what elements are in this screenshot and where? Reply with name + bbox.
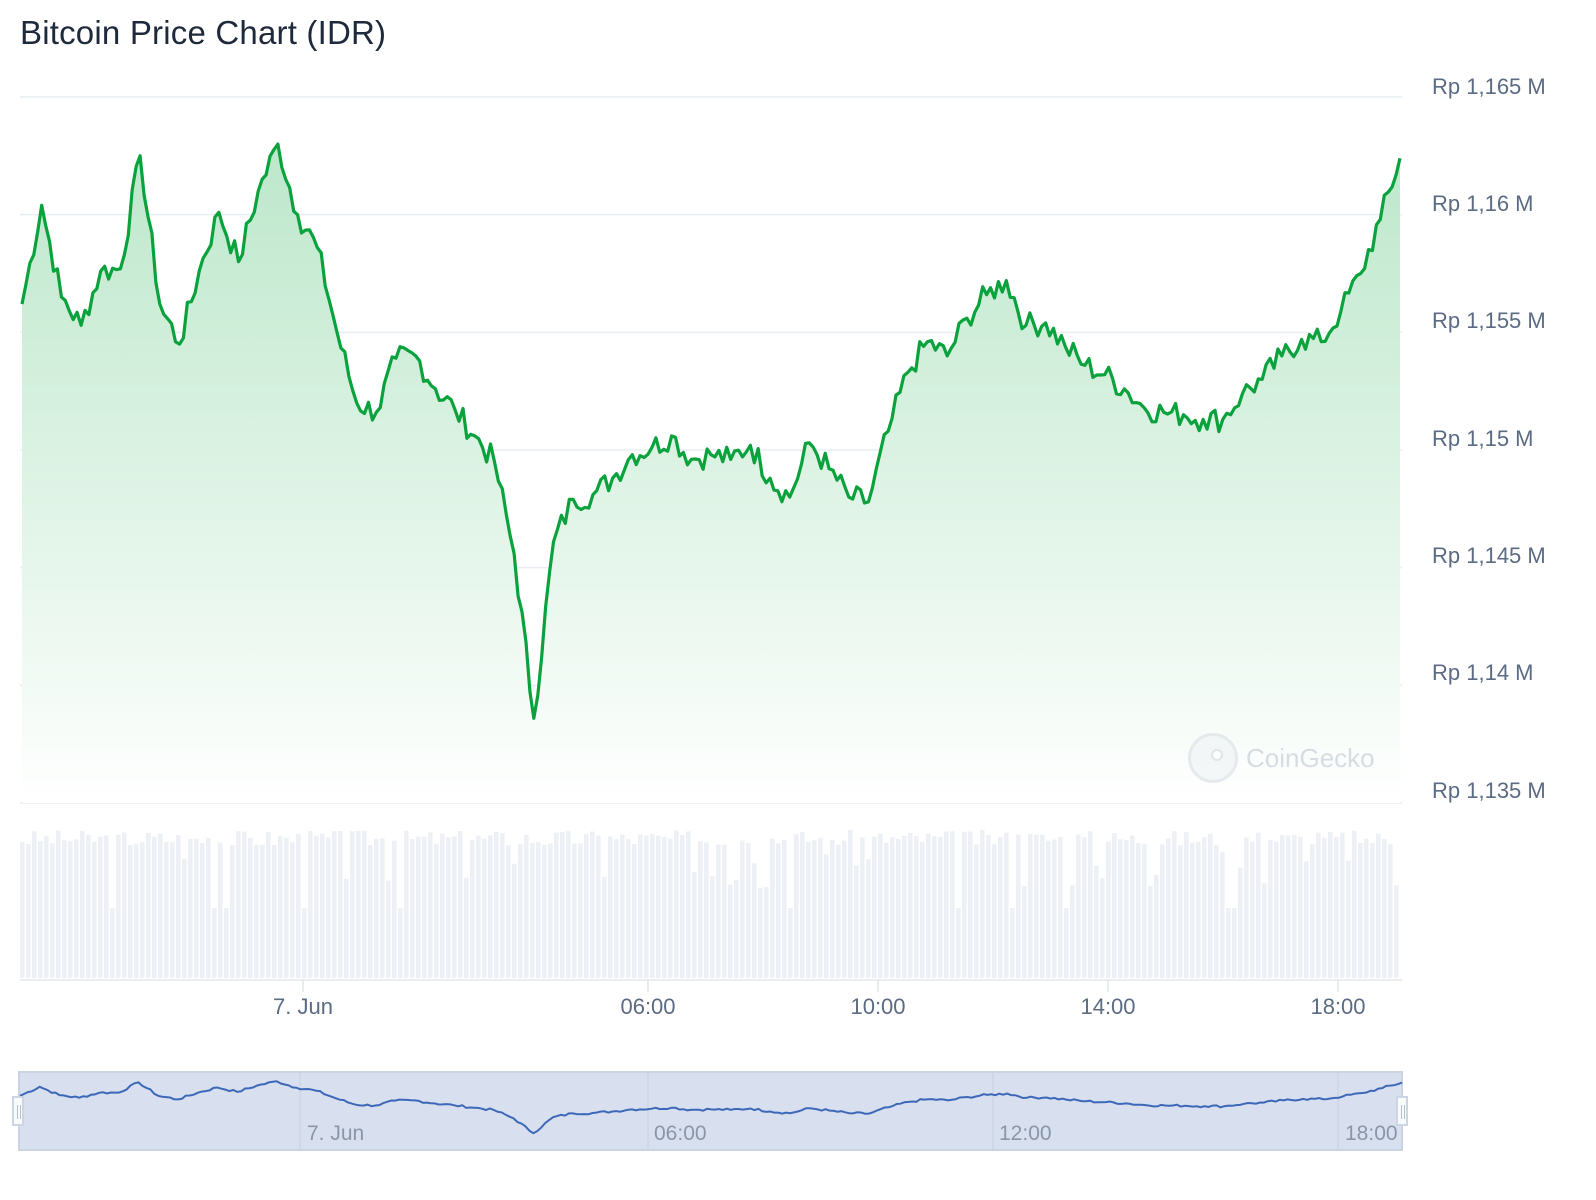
navigator-range[interactable] <box>18 1071 1403 1151</box>
x-tick-label: 18:00 <box>1310 994 1366 1019</box>
y-tick-label: Rp 1,135 M <box>1432 778 1546 803</box>
y-tick-label: Rp 1,165 M <box>1432 74 1546 99</box>
coingecko-watermark: CoinGecko <box>1188 733 1375 783</box>
navigator-label: 18:00 <box>1345 1122 1398 1145</box>
navigator-label: 06:00 <box>654 1122 707 1145</box>
x-tick-label: 7. Jun <box>273 994 333 1019</box>
chart-title: Bitcoin Price Chart (IDR) <box>20 14 387 51</box>
price-line[interactable] <box>20 142 1402 720</box>
y-tick-label: Rp 1,15 M <box>1432 426 1534 451</box>
navigator-line <box>19 1080 1403 1135</box>
x-tick-label: 14:00 <box>1080 994 1136 1019</box>
x-axis-ticks <box>302 980 1339 992</box>
navigator-label: 12:00 <box>999 1122 1052 1145</box>
navigator-right-handle[interactable] <box>1396 1096 1408 1126</box>
x-tick-label: 06:00 <box>620 994 676 1019</box>
y-tick-label: Rp 1,14 M <box>1432 660 1534 685</box>
y-tick-label: Rp 1,145 M <box>1432 543 1546 568</box>
gecko-logo-icon <box>1188 733 1238 783</box>
navigator-left-handle[interactable] <box>12 1096 24 1126</box>
navigator-label: 7. Jun <box>307 1122 365 1145</box>
volume-bars <box>20 830 1399 978</box>
x-tick-label: 10:00 <box>850 994 906 1019</box>
navigator-grid <box>299 1072 1339 1150</box>
y-tick-label: Rp 1,16 M <box>1432 191 1534 216</box>
watermark-text: CoinGecko <box>1246 742 1375 773</box>
price-area <box>22 144 1400 804</box>
y-tick-label: Rp 1,155 M <box>1432 308 1546 333</box>
